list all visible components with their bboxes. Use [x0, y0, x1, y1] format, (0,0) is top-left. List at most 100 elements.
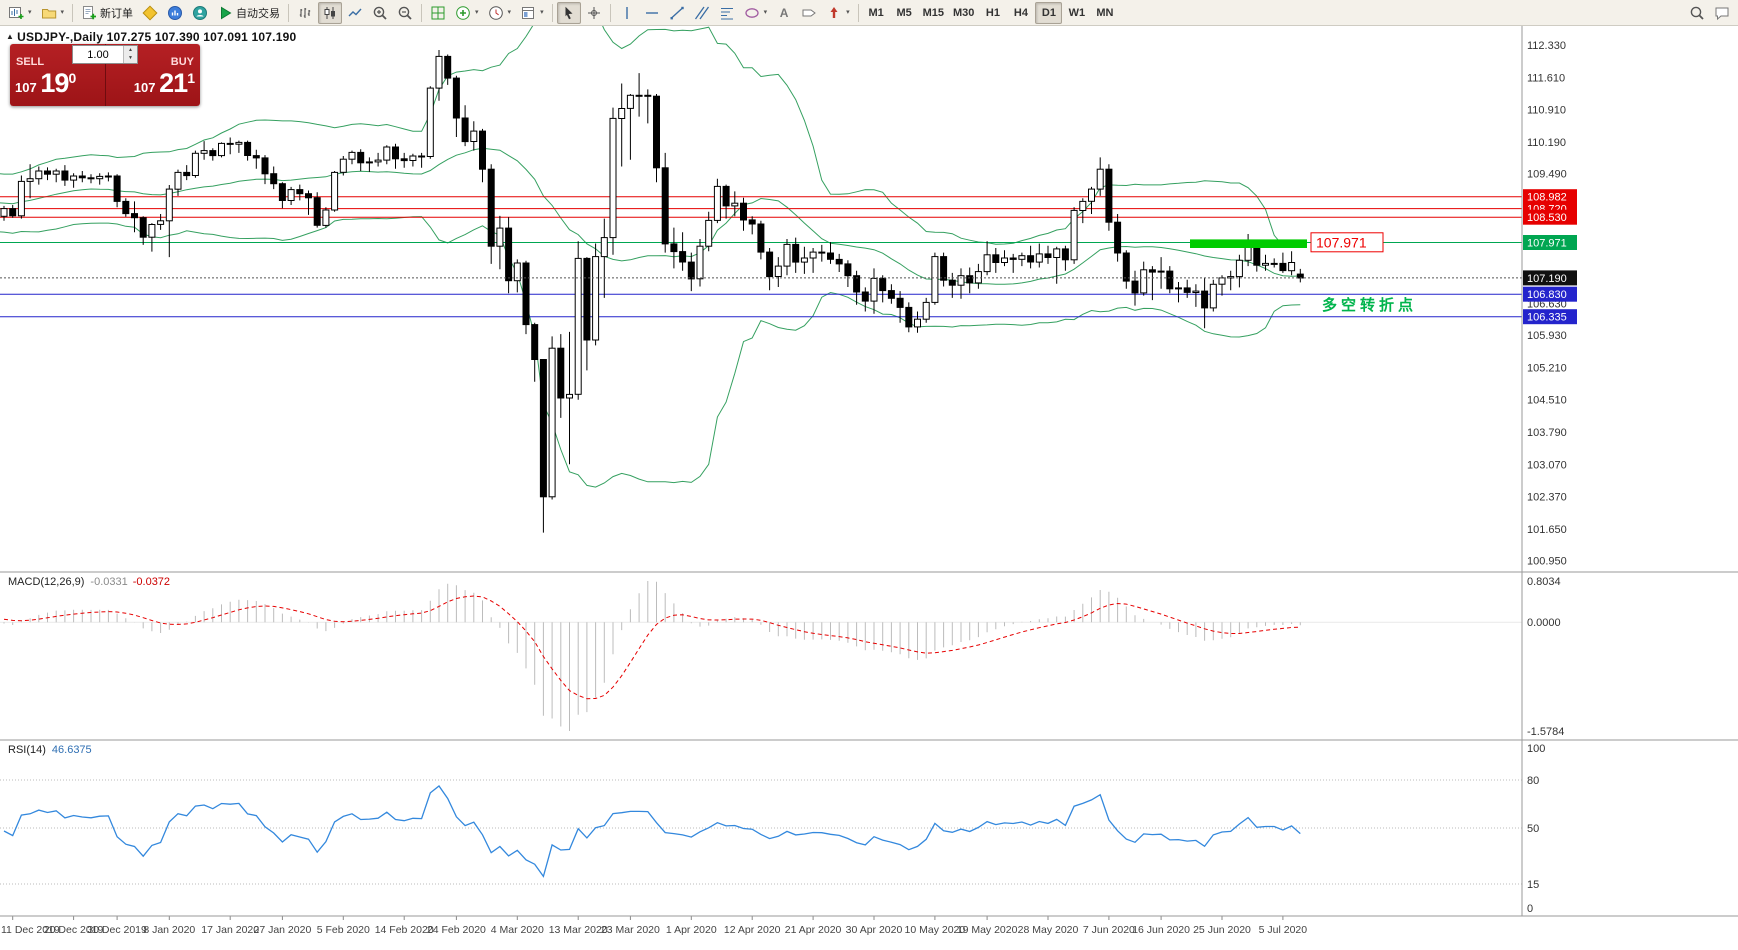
- volume-up-button[interactable]: ▲: [124, 46, 137, 55]
- zoom-in-button[interactable]: [368, 2, 392, 24]
- vertical-line-button[interactable]: [615, 2, 639, 24]
- svg-text:103.790: 103.790: [1527, 427, 1567, 439]
- channel-button[interactable]: [690, 2, 714, 24]
- svg-text:0: 0: [1527, 903, 1533, 915]
- text-tool-button[interactable]: A: [772, 2, 796, 24]
- zoom-out-icon: [398, 6, 412, 20]
- svg-text:0.8034: 0.8034: [1527, 576, 1561, 588]
- svg-text:11 Dec 2019: 11 Dec 2019: [1, 924, 60, 936]
- candlestick-series: [0, 50, 1304, 533]
- svg-text:109.490: 109.490: [1527, 169, 1567, 181]
- svg-text:7 Jun 2020: 7 Jun 2020: [1083, 924, 1135, 936]
- svg-text:50: 50: [1527, 823, 1539, 835]
- timeframe-m15-button[interactable]: M15: [919, 2, 948, 24]
- svg-text:21 Apr 2020: 21 Apr 2020: [785, 924, 842, 936]
- macd-indicator: [0, 581, 1522, 731]
- svg-text:30 Dec 2019: 30 Dec 2019: [87, 924, 147, 936]
- crosshair-button[interactable]: [582, 2, 606, 24]
- chart-title-text: USDJPY-,Daily 107.275 107.390 107.091 10…: [17, 30, 297, 44]
- new-chart-button[interactable]: ▾: [4, 2, 36, 24]
- line-chart-icon: [348, 8, 362, 16]
- search-icon: [1690, 6, 1704, 20]
- one-click-toggle-icon[interactable]: ▲: [6, 32, 15, 41]
- volume-box: ▲ ▼: [72, 45, 138, 64]
- svg-text:100.950: 100.950: [1527, 556, 1567, 568]
- periods-button[interactable]: ▾: [484, 2, 516, 24]
- indicators-button[interactable]: ▾: [451, 2, 483, 24]
- svg-text:104.510: 104.510: [1527, 394, 1567, 406]
- one-click-trading-panel: SELL 107 190 BUY 107 211 ▲ ▼: [10, 44, 200, 106]
- svg-text:108.530: 108.530: [1527, 212, 1567, 224]
- timeframe-w1-button[interactable]: W1: [1063, 2, 1090, 24]
- volume-input[interactable]: [73, 46, 123, 63]
- candlestick-chart-button[interactable]: [318, 1, 343, 24]
- chat-button[interactable]: [1710, 2, 1734, 24]
- text-label-button[interactable]: [797, 2, 821, 24]
- metaeditor-icon: [142, 4, 158, 21]
- cursor-icon: [565, 6, 573, 19]
- shapes-button[interactable]: ▾: [740, 2, 772, 24]
- profiles-button[interactable]: ▾: [37, 2, 69, 24]
- templates-button[interactable]: ▾: [516, 2, 548, 24]
- arrows-icon: [830, 6, 838, 18]
- buy-price: 107 211: [133, 68, 195, 98]
- timeframe-m1-button[interactable]: M1: [863, 2, 890, 24]
- svg-text:108.982: 108.982: [1527, 192, 1567, 204]
- horizontal-line-button[interactable]: [640, 2, 664, 24]
- sell-button[interactable]: SELL 107 190: [10, 44, 106, 106]
- panel-separator-macd[interactable]: [0, 570, 1738, 574]
- community-button[interactable]: [188, 2, 212, 24]
- timeframe-h1-button[interactable]: H1: [979, 2, 1006, 24]
- svg-text:107.190: 107.190: [1527, 273, 1567, 285]
- timeframe-h4-button[interactable]: H4: [1007, 2, 1034, 24]
- timeframe-d1-button[interactable]: D1: [1035, 1, 1063, 24]
- metaeditor-button[interactable]: [138, 2, 162, 24]
- zoom-out-button[interactable]: [393, 2, 417, 24]
- search-button[interactable]: [1685, 2, 1709, 24]
- panel-separator-rsi[interactable]: [0, 738, 1738, 742]
- market-button[interactable]: [163, 2, 187, 24]
- rsi-label: RSI(14) 46.6375: [8, 744, 92, 756]
- svg-text:30 Apr 2020: 30 Apr 2020: [846, 924, 903, 936]
- timeframe-mn-button[interactable]: MN: [1091, 2, 1118, 24]
- time-axis-region[interactable]: [0, 916, 1522, 950]
- toolbar-separator: [609, 3, 611, 22]
- trendline-icon: [670, 6, 684, 19]
- templates-icon: [522, 6, 535, 19]
- svg-text:80: 80: [1527, 775, 1539, 787]
- tile-windows-button[interactable]: [426, 2, 450, 24]
- volume-down-button[interactable]: ▼: [124, 54, 137, 63]
- cursor-button[interactable]: [556, 1, 581, 24]
- fibonacci-button[interactable]: [715, 2, 739, 24]
- toolbar-separator: [72, 3, 74, 22]
- svg-text:19 May 2020: 19 May 2020: [957, 924, 1018, 936]
- arrows-button[interactable]: ▾: [822, 2, 854, 24]
- trendline-button[interactable]: [665, 2, 689, 24]
- svg-text:14 Feb 2020: 14 Feb 2020: [375, 924, 434, 936]
- timeframe-m5-button[interactable]: M5: [891, 2, 918, 24]
- svg-text:102.370: 102.370: [1527, 491, 1567, 503]
- svg-text:23 Mar 2020: 23 Mar 2020: [601, 924, 660, 936]
- chevron-down-icon: ▾: [540, 9, 544, 16]
- chart-title: ▲ USDJPY-,Daily 107.275 107.390 107.091 1…: [6, 30, 296, 44]
- toolbar-separator: [288, 3, 290, 22]
- new-order-icon: [83, 5, 97, 19]
- svg-text:0.0000: 0.0000: [1527, 617, 1561, 629]
- bollinger-bands: [0, 0, 1301, 488]
- timeframe-m30-button[interactable]: M30: [949, 2, 978, 24]
- autotrading-label: 自动交易: [236, 7, 281, 20]
- profiles-icon: [41, 8, 56, 18]
- shapes-icon: [744, 7, 759, 18]
- autotrading-button[interactable]: 自动交易: [213, 2, 284, 24]
- line-chart-button[interactable]: [343, 2, 367, 24]
- svg-text:105.930: 105.930: [1527, 330, 1567, 342]
- market-icon: [168, 5, 183, 20]
- chevron-down-icon: ▾: [60, 9, 65, 16]
- svg-text:100: 100: [1527, 743, 1545, 755]
- rsi-line: [3, 785, 1301, 878]
- new-order-button[interactable]: 新订单: [77, 2, 137, 24]
- bar-chart-button[interactable]: [293, 2, 317, 24]
- price-axis-region[interactable]: [1522, 26, 1738, 916]
- chevron-down-icon: ▾: [475, 9, 479, 16]
